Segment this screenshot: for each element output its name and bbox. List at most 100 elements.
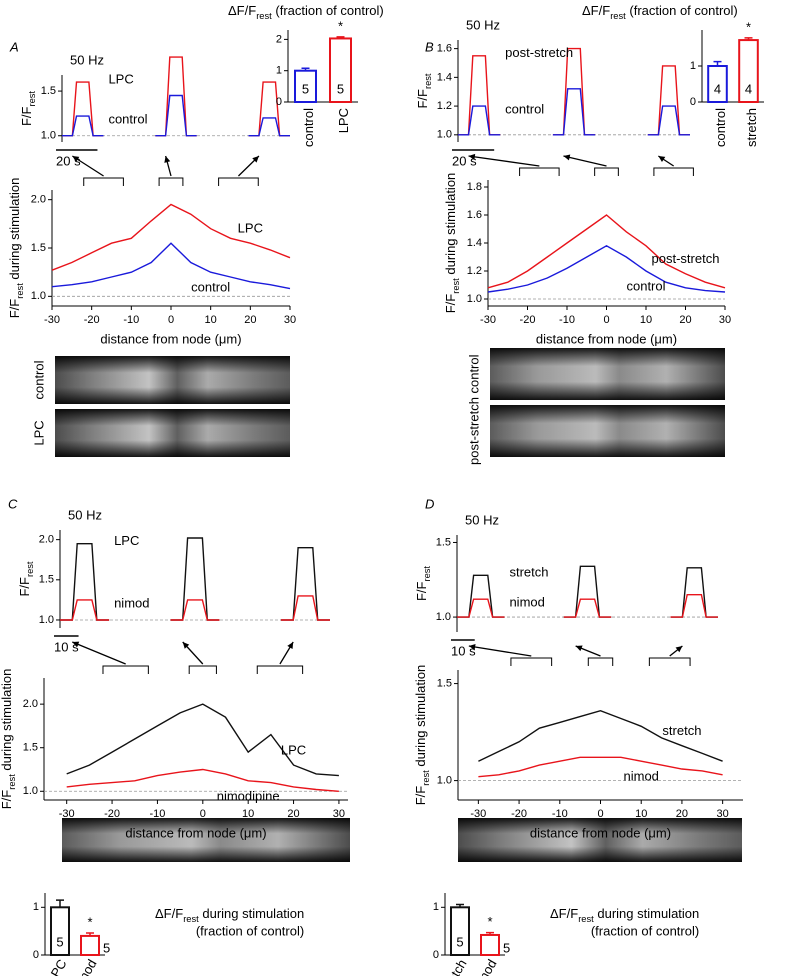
series-label: control (191, 280, 230, 295)
x-tick-label: -20 (520, 314, 536, 326)
series-label: nimod (624, 769, 659, 784)
chart-title: ΔF/Frest (fraction of control) (228, 3, 384, 21)
y-axis-label-part: F/F (414, 581, 429, 601)
y-tick-label: 1.0 (467, 293, 482, 305)
y-tick-label: 1.0 (41, 130, 56, 142)
category-label: LPC (44, 957, 70, 976)
image-label: post-stretch (466, 397, 481, 465)
image-shade (490, 405, 725, 457)
y-tick-label: 1.4 (437, 71, 452, 83)
series-line (51, 242, 291, 290)
y-axis-label-part: rest (423, 73, 433, 89)
y-tick-label: 0 (690, 96, 696, 108)
arrow-head (72, 641, 80, 648)
y-tick-label: 2.0 (23, 698, 38, 710)
chart-title-part: rest (256, 11, 272, 21)
series-line (478, 756, 723, 778)
y-axis-label-part: F/F (415, 89, 430, 109)
series-label: LPC (281, 743, 306, 758)
y-axis-label: F/Frest during stimulation (443, 173, 461, 314)
category-label: stretch (437, 957, 469, 976)
series-line (66, 768, 339, 792)
series-label: LPC (114, 533, 139, 548)
y-tick-label: 1.4 (467, 237, 482, 249)
category-label: nimod (69, 957, 100, 976)
category-label: control (301, 108, 316, 147)
annotation: 50 Hz (68, 507, 102, 522)
n-label: 5 (56, 934, 63, 949)
y-axis-label-part: F/F (17, 577, 32, 597)
significance: * (87, 914, 92, 929)
series-label: control (108, 112, 147, 127)
x-tick-label: 0 (168, 314, 174, 326)
x-tick-label: 30 (717, 808, 729, 820)
y-tick-label: 1.0 (23, 785, 38, 797)
y-tick-label: 1.5 (436, 536, 451, 548)
y-tick-label: 0 (433, 949, 439, 961)
error-bar (301, 67, 310, 71)
significance: * (338, 18, 343, 33)
y-tick-label: 1 (433, 901, 439, 913)
arrow (563, 155, 607, 167)
series-line (51, 203, 291, 271)
chart-title: ΔF/Frest during stimulation (550, 906, 699, 924)
x-tick-label: 10 (242, 808, 254, 820)
category-label: LPC (336, 108, 351, 133)
arrow (72, 641, 126, 665)
x-tick-label: 20 (679, 314, 691, 326)
y-tick-label: 1.0 (436, 611, 451, 623)
chart-title-part: ΔF/F (155, 906, 183, 921)
series-label: LPC (108, 72, 133, 87)
n-label: 5 (337, 81, 344, 96)
arrow-head (575, 645, 583, 652)
bracket (510, 657, 553, 666)
series-label: LPC (238, 221, 263, 236)
chart-subtitle: (fraction of control) (196, 923, 304, 938)
series-line (478, 709, 723, 762)
y-tick-label: 0 (33, 949, 39, 961)
y-axis-label-part: rest (451, 278, 461, 294)
y-tick-label: 1.0 (437, 775, 452, 787)
arrow-head (72, 156, 80, 162)
y-axis-label-part: F/F (7, 299, 22, 319)
y-axis-label-part: rest (25, 561, 35, 577)
bracket (83, 177, 124, 186)
significance: * (487, 914, 492, 929)
n-label: 4 (745, 81, 752, 96)
arrow-head (164, 156, 171, 163)
series-line (66, 703, 339, 777)
x-tick-label: -30 (59, 808, 75, 820)
series-line (458, 47, 690, 136)
n-label: 5 (503, 940, 510, 955)
chart-title-part: rest (610, 11, 626, 21)
chart-title: ΔF/Frest (fraction of control) (582, 3, 738, 21)
arrow-head (563, 154, 571, 161)
x-axis-label: distance from node (μm) (125, 825, 266, 840)
series-label: nimod (509, 595, 544, 610)
chart-title-part: ΔF/F (550, 906, 578, 921)
bar (80, 934, 100, 957)
x-tick-label: -10 (123, 314, 139, 326)
bar (480, 933, 500, 957)
arrow-head (468, 643, 476, 651)
bracket (102, 665, 149, 674)
micrographs (55, 348, 742, 862)
y-tick-label: 1.0 (31, 290, 46, 302)
arrow-head (658, 156, 666, 162)
image-shade (55, 356, 290, 404)
error-bar (456, 903, 464, 908)
arrow-head (287, 642, 294, 649)
y-axis-label-part: rest (27, 91, 37, 107)
series-line (458, 88, 690, 136)
y-tick-label: 2 (276, 33, 282, 45)
y-axis-label: F/Frest during stimulation (7, 178, 25, 319)
bracket (158, 177, 184, 186)
series-line (487, 214, 726, 289)
image-label: control (31, 360, 46, 399)
series-line (487, 244, 726, 293)
x-tick-label: -30 (470, 808, 486, 820)
x-tick-label: 0 (603, 314, 609, 326)
image-shade (458, 818, 742, 862)
series-line (62, 94, 290, 137)
y-axis-label-part: during stimulation (0, 669, 14, 775)
